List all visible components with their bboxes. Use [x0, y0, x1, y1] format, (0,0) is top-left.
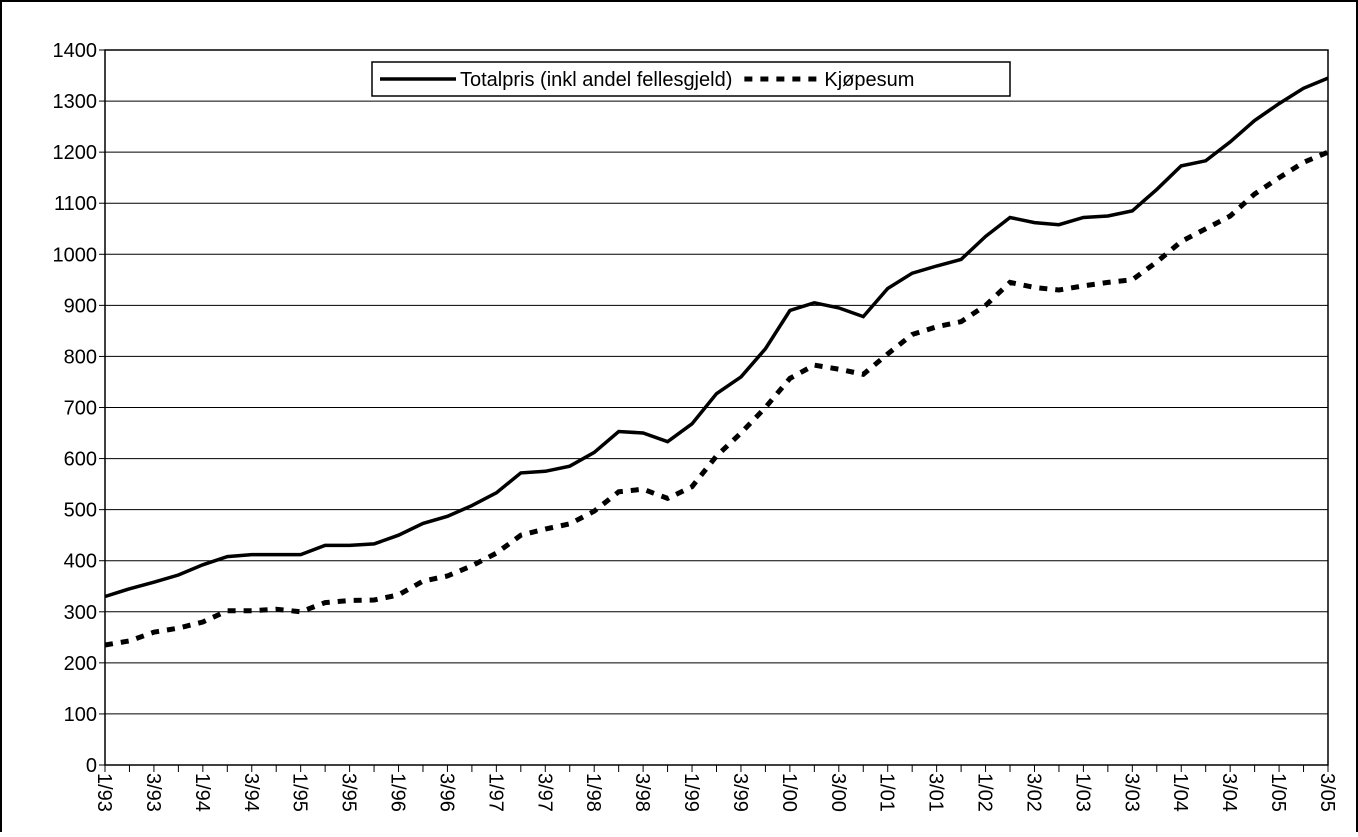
x-tick-label: 3/04 [1218, 773, 1240, 812]
x-tick-label: 1/99 [680, 773, 702, 812]
x-tick-label: 3/99 [729, 773, 751, 812]
y-tick-label: 1000 [53, 244, 98, 266]
x-tick-label: 1/03 [1071, 773, 1093, 812]
x-tick-label: 3/05 [1316, 773, 1338, 812]
x-tick-label: 1/97 [484, 773, 506, 812]
x-tick-label: 3/94 [240, 773, 262, 812]
y-tick-label: 300 [64, 602, 97, 624]
x-tick-label: 1/93 [93, 773, 115, 812]
x-tick-label: 3/93 [142, 773, 164, 812]
x-tick-label: 1/02 [974, 773, 996, 812]
series-line [104, 149, 1329, 648]
y-tick-label: 1200 [53, 142, 98, 164]
x-tick-label: 1/98 [582, 773, 604, 812]
y-tick-label: 200 [64, 653, 97, 675]
x-tick-label: 3/01 [925, 773, 947, 812]
y-tick-label: 100 [64, 704, 97, 726]
y-tick-label: 1400 [53, 40, 98, 62]
series-line [104, 76, 1329, 599]
legend-label: Kjøpesum [824, 69, 914, 91]
x-tick-label: 3/96 [435, 773, 457, 812]
x-tick-label: 1/96 [387, 773, 409, 812]
x-tick-label: 3/95 [338, 773, 360, 812]
x-tick-label: 3/97 [533, 773, 555, 812]
x-tick-label: 1/01 [876, 773, 898, 812]
x-tick-label: 1/04 [1169, 773, 1191, 812]
x-tick-label: 3/03 [1120, 773, 1142, 812]
x-tick-label: 3/02 [1022, 773, 1044, 812]
y-tick-label: 0 [86, 755, 97, 777]
x-tick-label: 1/00 [778, 773, 800, 812]
y-tick-label: 800 [64, 346, 97, 368]
x-tick-label: 3/00 [827, 773, 849, 812]
y-tick-label: 1100 [54, 193, 97, 215]
legend-label: Totalpris (inkl andel fellesgjeld) [460, 69, 732, 91]
y-tick-label: 400 [64, 551, 97, 573]
x-tick-label: 1/95 [289, 773, 311, 812]
y-tick-label: 500 [64, 500, 97, 522]
legend-box [371, 61, 1011, 97]
y-tick-label: 600 [64, 449, 97, 471]
x-tick-label: 1/05 [1267, 773, 1289, 812]
y-tick-label: 700 [64, 398, 97, 420]
y-tick-label: 1300 [53, 91, 98, 113]
x-tick-label: 1/94 [191, 773, 213, 812]
x-tick-label: 3/98 [631, 773, 653, 812]
y-tick-label: 900 [64, 295, 97, 317]
